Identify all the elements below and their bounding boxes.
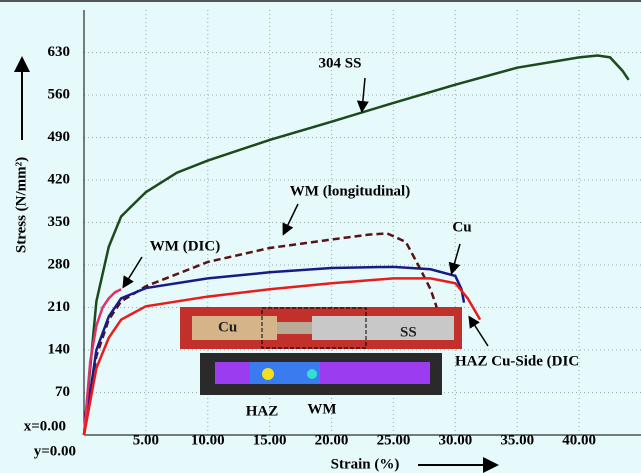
inset-dic-spot xyxy=(307,369,317,379)
y-tick-label: 490 xyxy=(48,129,71,145)
inset-dic-bar xyxy=(215,362,430,384)
series-label: 304 SS xyxy=(319,55,362,71)
x-axis-label: Strain (%) xyxy=(331,456,400,472)
chart: Strain (%) Stress (N/mm²) x=0.00 70 140 210… xyxy=(0,0,641,473)
y-tick-label: 140 xyxy=(48,341,71,357)
y-tick-label: x=0.00 xyxy=(24,418,66,434)
series-label: Cu xyxy=(452,219,471,235)
series-label: WM (DIC) xyxy=(150,238,220,254)
y-tick-label: 560 xyxy=(48,86,71,102)
inset-ss xyxy=(312,316,454,340)
y-tick-label: 210 xyxy=(48,299,71,315)
inset-label: SS xyxy=(400,324,417,340)
series-label: WM (longitudinal) xyxy=(290,183,410,199)
inset-weld xyxy=(277,322,312,334)
inset-label: WM xyxy=(307,401,336,417)
y-axis-label: Stress (N/mm²) xyxy=(13,157,29,253)
inset-label: HAZ xyxy=(246,403,279,419)
inset-dic-spot xyxy=(262,368,274,380)
series-label: HAZ Cu-Side (DIC xyxy=(455,353,579,369)
y-tick-label: 70 xyxy=(55,384,70,400)
y-tick-label: 350 xyxy=(48,214,71,230)
y-tick-label: 630 xyxy=(48,44,71,60)
inset-label: Cu xyxy=(218,319,237,335)
x-tick-label: y=0.00 xyxy=(34,443,76,459)
y-tick-label: 280 xyxy=(48,256,71,272)
y-tick-label: 420 xyxy=(48,171,71,187)
